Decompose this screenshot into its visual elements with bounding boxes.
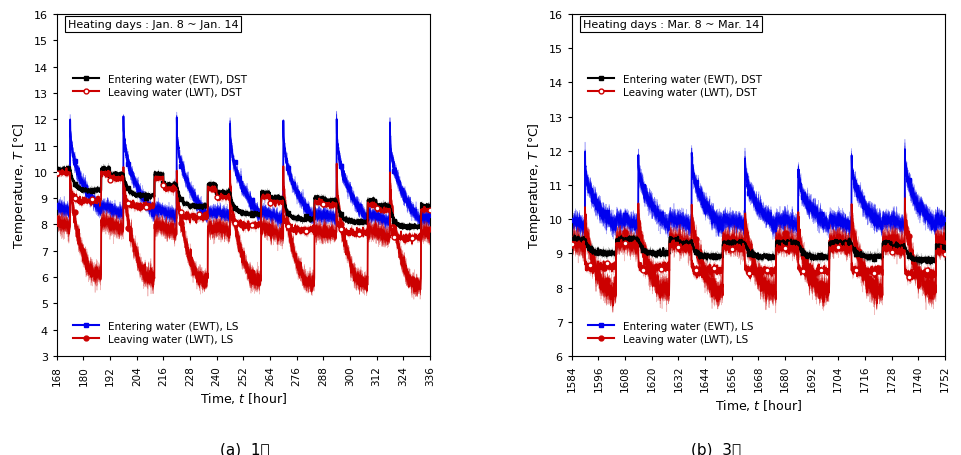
Legend: Entering water (EWT), LS, Leaving water (LWT), LS: Entering water (EWT), LS, Leaving water … [73, 321, 238, 344]
Legend: Entering water (EWT), LS, Leaving water (LWT), LS: Entering water (EWT), LS, Leaving water … [588, 321, 753, 344]
Y-axis label: Temperature, $T$ [°C]: Temperature, $T$ [°C] [12, 122, 28, 249]
Text: Heating days : Jan. 8 ~ Jan. 14: Heating days : Jan. 8 ~ Jan. 14 [68, 20, 238, 30]
Text: Heating days : Mar. 8 ~ Mar. 14: Heating days : Mar. 8 ~ Mar. 14 [583, 20, 759, 30]
Text: (a)  1월: (a) 1월 [220, 441, 270, 455]
Y-axis label: Temperature, $T$ [°C]: Temperature, $T$ [°C] [526, 122, 543, 249]
X-axis label: Time, $t$ [hour]: Time, $t$ [hour] [200, 390, 287, 405]
Text: (b)  3월: (b) 3월 [691, 441, 741, 455]
X-axis label: Time, $t$ [hour]: Time, $t$ [hour] [715, 397, 801, 412]
